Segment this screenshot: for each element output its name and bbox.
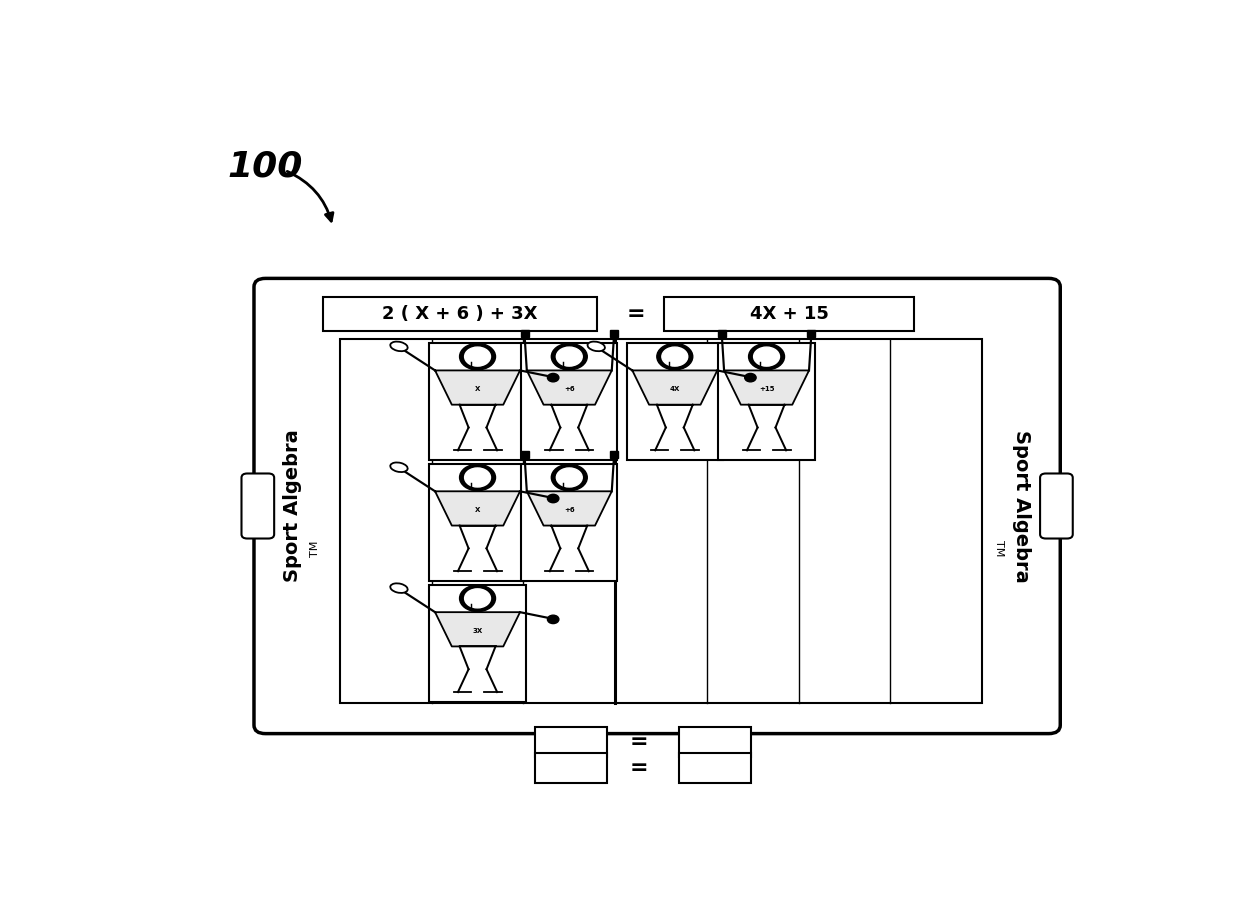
Text: TM: TM	[310, 540, 320, 556]
Circle shape	[657, 343, 693, 370]
Circle shape	[460, 465, 496, 491]
Text: +6: +6	[564, 508, 574, 513]
Bar	[610, 451, 618, 458]
Ellipse shape	[588, 341, 605, 352]
Text: 4X + 15: 4X + 15	[750, 306, 828, 323]
Text: =: =	[626, 305, 645, 324]
Bar	[324, 297, 596, 331]
Polygon shape	[435, 491, 520, 525]
Text: +15: +15	[759, 386, 774, 392]
Ellipse shape	[391, 463, 408, 472]
Polygon shape	[527, 371, 611, 405]
Circle shape	[557, 347, 583, 366]
Bar	[534, 754, 606, 783]
Text: TM: TM	[993, 540, 1003, 556]
Polygon shape	[435, 612, 520, 646]
Bar	[678, 727, 750, 757]
Bar	[521, 451, 528, 458]
Bar	[429, 343, 526, 460]
Bar	[807, 330, 815, 338]
Circle shape	[745, 374, 756, 382]
Bar	[610, 330, 618, 338]
Circle shape	[552, 465, 588, 491]
Text: 3X: 3X	[472, 628, 482, 634]
Circle shape	[547, 374, 559, 382]
FancyBboxPatch shape	[242, 474, 274, 539]
Circle shape	[465, 588, 491, 608]
Circle shape	[557, 468, 583, 487]
Circle shape	[547, 615, 559, 623]
Ellipse shape	[391, 341, 408, 352]
Circle shape	[465, 347, 491, 366]
Text: 4X: 4X	[670, 386, 680, 392]
Bar	[429, 464, 526, 581]
Polygon shape	[527, 491, 611, 525]
Bar	[521, 464, 618, 581]
Text: =: =	[630, 758, 649, 778]
Text: Sport Algebra: Sport Algebra	[283, 430, 301, 582]
Bar	[665, 297, 914, 331]
Bar	[340, 340, 982, 703]
FancyBboxPatch shape	[254, 278, 1060, 733]
FancyBboxPatch shape	[1040, 474, 1073, 539]
FancyArrowPatch shape	[288, 172, 334, 221]
Text: X: X	[475, 508, 480, 513]
Circle shape	[552, 343, 588, 370]
Text: 100: 100	[227, 149, 303, 183]
Bar	[678, 754, 750, 783]
Circle shape	[749, 343, 785, 370]
Text: =: =	[630, 732, 649, 752]
Circle shape	[547, 494, 559, 503]
Bar	[429, 585, 526, 702]
Bar	[521, 343, 618, 460]
Circle shape	[465, 468, 491, 487]
Ellipse shape	[391, 583, 408, 593]
Bar	[534, 727, 606, 757]
Text: 2 ( X + 6 ) + 3X: 2 ( X + 6 ) + 3X	[382, 306, 538, 323]
Text: +6: +6	[564, 386, 574, 392]
Polygon shape	[632, 371, 717, 405]
Text: Sport Algebra: Sport Algebra	[1012, 430, 1032, 582]
Circle shape	[460, 343, 496, 370]
Circle shape	[662, 347, 688, 366]
Circle shape	[460, 585, 496, 611]
Bar	[626, 343, 723, 460]
Bar	[521, 330, 528, 338]
Polygon shape	[435, 371, 520, 405]
Text: X: X	[475, 386, 480, 392]
Polygon shape	[724, 371, 808, 405]
Bar	[718, 343, 815, 460]
Circle shape	[754, 347, 780, 366]
Bar	[718, 330, 727, 338]
